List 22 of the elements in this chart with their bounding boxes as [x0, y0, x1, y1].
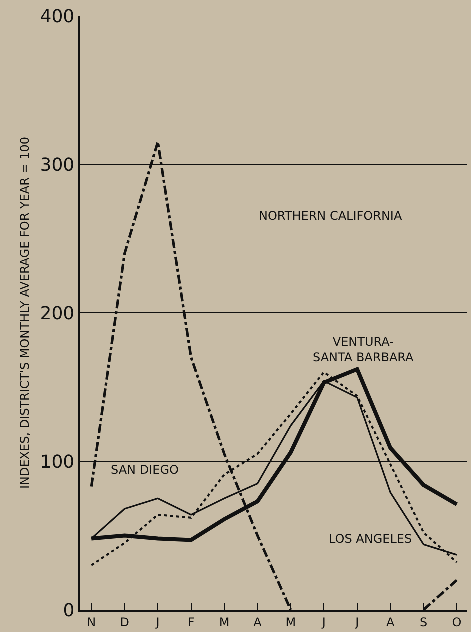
x-tick-label: J: [321, 615, 326, 630]
x-tick-label: M: [219, 615, 230, 630]
y-tick-label: 200: [40, 303, 75, 324]
x-tick-label: S: [420, 615, 428, 630]
y-tick-label: 400: [40, 6, 75, 28]
x-tick-label: N: [87, 615, 96, 630]
x-tick-label: A: [254, 615, 263, 630]
annotation: NORTHERN CALIFORNIA: [259, 209, 403, 223]
x-tick-label: D: [120, 615, 130, 630]
x-tick-label: J: [354, 615, 360, 630]
y-tick-label: 0: [63, 600, 75, 622]
x-tick-label: A: [386, 615, 396, 630]
x-tick-label: J: [155, 615, 160, 630]
y-axis-title: INDEXES, DISTRICT'S MONTHLY AVERAGE FOR YEAR = 100: [18, 136, 32, 490]
annotation: SAN DIEGO: [111, 463, 179, 477]
annotation: VENTURA- SANTA BARBARA: [313, 335, 415, 365]
x-tick-label: O: [452, 615, 462, 630]
x-tick-label: F: [188, 615, 195, 630]
y-tick-label: 300: [40, 154, 75, 176]
x-tick-label: M: [286, 615, 296, 630]
annotation: LOS ANGELES: [329, 532, 412, 546]
y-tick-label: 100: [40, 452, 75, 473]
